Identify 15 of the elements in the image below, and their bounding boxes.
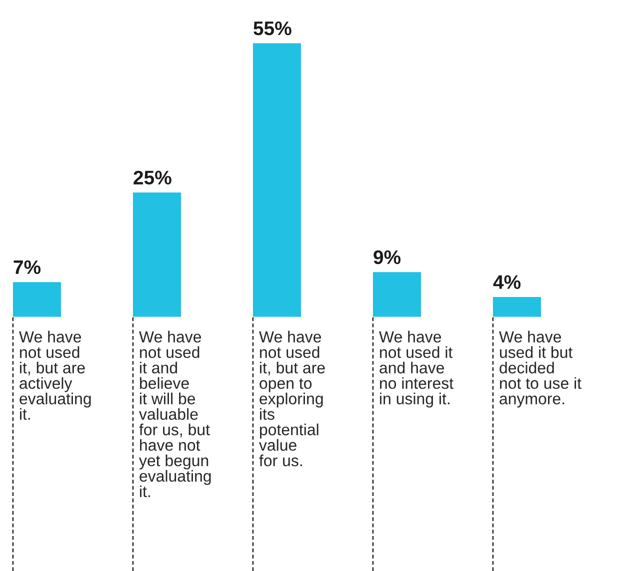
bar (12, 282, 61, 317)
bar (492, 297, 541, 317)
x-tick-label: We have used it but decided not to use it anymore. (499, 330, 582, 408)
bar (252, 43, 301, 317)
data-label: 9% (374, 250, 401, 264)
data-label: 4% (493, 275, 521, 289)
data-label: 25% (134, 170, 172, 185)
data-label: 55% (254, 22, 292, 36)
category-label: We have not used it, but are open to exploring its potential value for us. (259, 330, 325, 466)
bar (132, 192, 181, 317)
bar (372, 272, 421, 317)
data-label: 7% (14, 260, 41, 274)
x-tick-label: We have not used it and have no interest in using it. (379, 330, 454, 408)
x-tick-label: We have not used it, but are actively evaluating it. (19, 330, 91, 420)
category-label: We have not used it and believe it will be valuable for us, but have not yet begun evaluating it. (139, 330, 211, 498)
